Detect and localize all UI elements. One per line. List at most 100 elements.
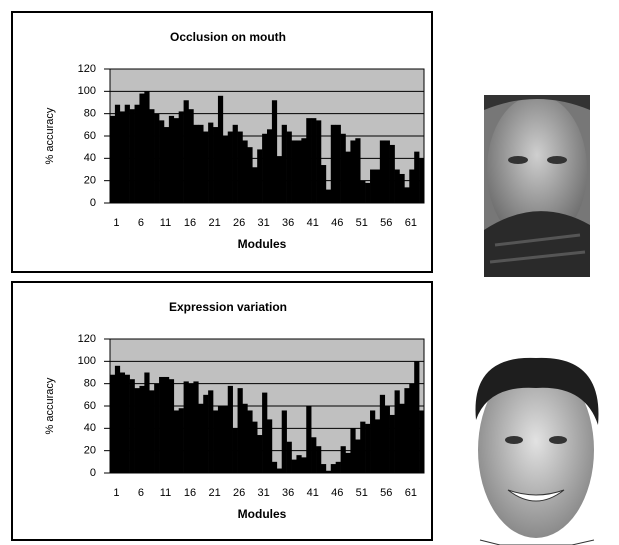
x-tick-label: 21 bbox=[208, 487, 220, 499]
bar bbox=[276, 468, 283, 473]
bar bbox=[350, 428, 356, 473]
bar bbox=[173, 118, 179, 203]
x-tick-label: 6 bbox=[138, 217, 144, 229]
bar bbox=[262, 392, 268, 473]
bar bbox=[119, 111, 126, 203]
bar bbox=[330, 124, 336, 203]
bar bbox=[374, 419, 381, 473]
bar bbox=[237, 388, 243, 473]
x-tick-label: 16 bbox=[184, 487, 196, 499]
bar bbox=[330, 464, 336, 473]
bar bbox=[134, 388, 140, 473]
bar bbox=[188, 109, 194, 203]
bar bbox=[178, 408, 184, 473]
chart-title: Occlusion on mouth bbox=[170, 30, 286, 44]
bar bbox=[374, 169, 381, 203]
bar bbox=[242, 403, 248, 473]
x-tick-label: 6 bbox=[138, 487, 144, 499]
bar bbox=[114, 104, 121, 203]
bar bbox=[193, 381, 199, 473]
bar bbox=[419, 158, 425, 203]
bar bbox=[203, 131, 209, 203]
bar bbox=[193, 124, 199, 203]
y-tick-label: 80 bbox=[84, 378, 96, 390]
bar bbox=[399, 173, 405, 203]
bar bbox=[389, 144, 395, 203]
bar bbox=[360, 421, 366, 473]
bar bbox=[227, 131, 233, 203]
bar bbox=[404, 187, 410, 203]
bar bbox=[188, 383, 194, 473]
bar bbox=[365, 423, 371, 473]
y-tick-label: 0 bbox=[90, 197, 96, 209]
bar bbox=[399, 403, 405, 473]
x-tick-label: 36 bbox=[282, 217, 294, 229]
bar bbox=[320, 165, 327, 203]
bar bbox=[404, 388, 410, 473]
x-tick-label: 41 bbox=[307, 217, 319, 229]
bar bbox=[257, 149, 263, 203]
bar bbox=[114, 365, 121, 473]
bar bbox=[168, 379, 175, 473]
bar bbox=[134, 104, 140, 203]
x-tick-label: 1 bbox=[113, 487, 119, 499]
bar bbox=[232, 124, 238, 203]
bar bbox=[159, 376, 165, 473]
x-tick-label: 21 bbox=[208, 217, 220, 229]
bar bbox=[281, 410, 287, 473]
bar bbox=[306, 406, 312, 473]
y-tick-label: 80 bbox=[84, 108, 96, 120]
bar bbox=[365, 182, 371, 203]
face-photo-expression bbox=[472, 355, 600, 545]
bar bbox=[296, 455, 302, 473]
bar bbox=[370, 169, 376, 203]
bar bbox=[370, 410, 376, 473]
bar bbox=[144, 91, 150, 203]
y-tick-label: 100 bbox=[78, 85, 96, 97]
bar bbox=[213, 127, 219, 203]
bar bbox=[345, 151, 351, 203]
x-tick-label: 56 bbox=[380, 487, 392, 499]
bar bbox=[129, 109, 135, 203]
bar bbox=[129, 379, 135, 473]
y-tick-label: 120 bbox=[78, 333, 96, 345]
bar bbox=[414, 151, 420, 203]
bar bbox=[163, 127, 170, 203]
bar bbox=[149, 390, 155, 473]
bar bbox=[325, 189, 332, 203]
bar bbox=[203, 394, 209, 473]
bar bbox=[222, 136, 229, 203]
bar bbox=[394, 390, 400, 473]
x-axis-label: Modules bbox=[238, 507, 287, 521]
bar bbox=[217, 95, 224, 203]
x-tick-label: 36 bbox=[282, 487, 294, 499]
bar bbox=[257, 435, 263, 473]
bar bbox=[291, 459, 297, 473]
bar bbox=[208, 122, 214, 203]
bar bbox=[311, 118, 317, 203]
bar bbox=[139, 93, 145, 203]
bar bbox=[247, 147, 253, 203]
y-tick-label: 0 bbox=[90, 467, 96, 479]
x-axis-label: Modules bbox=[238, 237, 287, 251]
bar bbox=[198, 124, 204, 203]
x-tick-label: 41 bbox=[307, 487, 319, 499]
bar bbox=[306, 118, 312, 203]
y-tick-label: 60 bbox=[84, 400, 96, 412]
bar bbox=[168, 115, 175, 203]
bar bbox=[419, 410, 425, 473]
bar bbox=[281, 124, 287, 203]
bar bbox=[124, 104, 130, 203]
x-tick-label: 61 bbox=[405, 487, 417, 499]
y-tick-label: 120 bbox=[78, 63, 96, 75]
bar bbox=[335, 461, 341, 473]
x-tick-label: 26 bbox=[233, 217, 245, 229]
bar bbox=[173, 410, 179, 473]
x-tick-label: 51 bbox=[356, 217, 368, 229]
bar bbox=[286, 131, 292, 203]
x-tick-label: 46 bbox=[331, 487, 343, 499]
x-tick-label: 1 bbox=[113, 217, 119, 229]
